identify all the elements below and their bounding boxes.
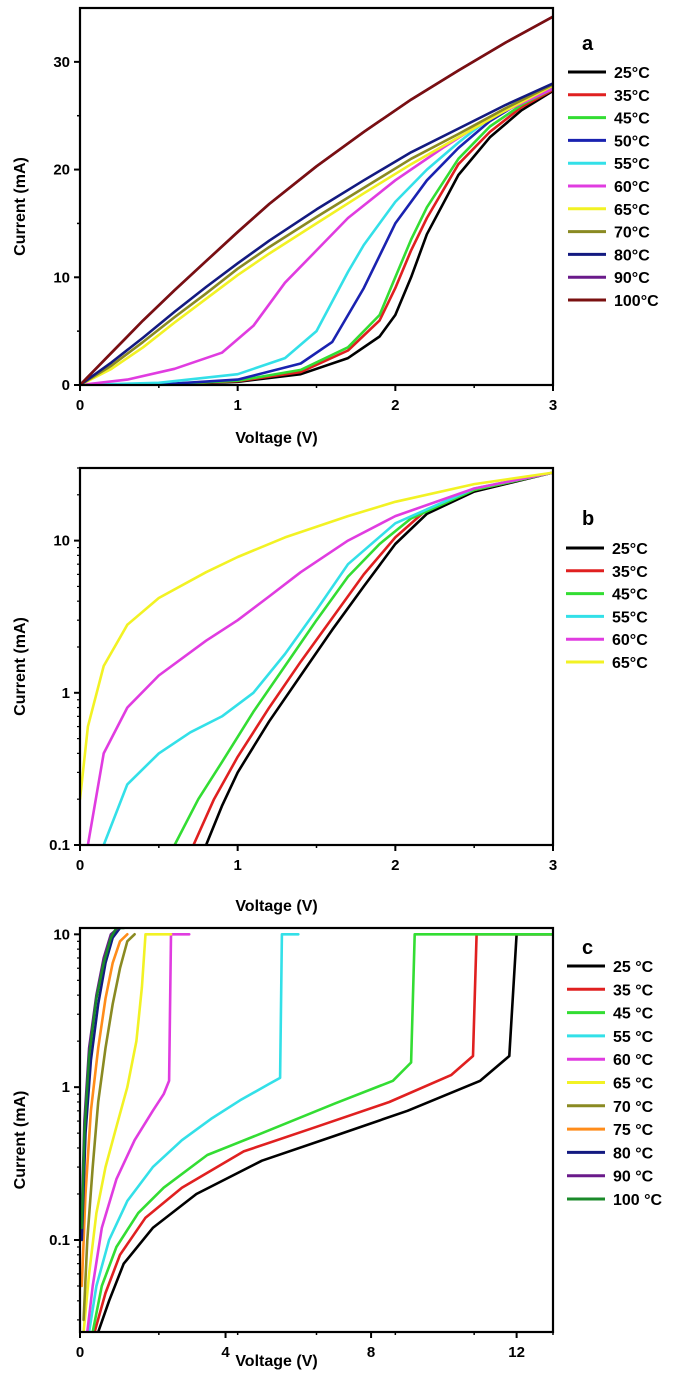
x-axis-label: Voltage (V) [235, 1353, 317, 1370]
series-line-65c [82, 933, 173, 1332]
legend-label: 80°C [614, 247, 650, 264]
legend-label: 25°C [614, 65, 650, 82]
legend-label: 35°C [612, 564, 648, 581]
series-line-100c [80, 928, 125, 1230]
legend-label: 55°C [612, 609, 648, 626]
panel-label: b [582, 508, 594, 530]
series-line-55c [102, 471, 553, 845]
plot-frame [78, 926, 555, 1334]
series-line-45c [173, 471, 553, 845]
series-line-70c [80, 83, 553, 385]
series-line-35c [93, 933, 553, 1332]
series-group [80, 928, 553, 1332]
series-line-75c [80, 933, 129, 1288]
series-line-80c [80, 82, 553, 385]
legend-label: 70°C [614, 225, 650, 242]
y-tick-label: 0.1 [49, 837, 70, 854]
panel-label: c [582, 937, 593, 959]
y-axis-label: Current (mA) [12, 1091, 29, 1190]
y-tick-label: 30 [53, 54, 70, 71]
y-tick-label: 20 [53, 162, 70, 179]
legend-label: 90°C [614, 270, 650, 287]
series-group [80, 15, 553, 385]
x-tick-label: 0 [76, 397, 84, 414]
y-axis-label: Current (mA) [12, 617, 29, 716]
x-tick-label: 3 [549, 397, 557, 414]
legend-label: 35 °C [613, 982, 654, 999]
x-tick-label: 0 [76, 1344, 84, 1361]
series-line-100c [80, 15, 553, 385]
legend-label: 60°C [612, 632, 648, 649]
legend-label: 80 °C [613, 1145, 654, 1162]
plot-frame [78, 466, 555, 847]
legend: 25°C 35°C 45°C 50°C 55°C 60°C 65°C 70°C 80°C 90°C… [568, 65, 659, 310]
chart-panel-b: 0 1 2 3 0.1 1 10 Voltage (V) Current (mA) b 25°C 35… [12, 466, 648, 915]
y-axis-label: Current (mA) [12, 157, 29, 256]
series-line-60c [86, 471, 553, 845]
legend-label: 55°C [614, 156, 650, 173]
panel-label: a [582, 33, 594, 55]
series-line-55c [87, 933, 300, 1332]
legend-label: 60°C [614, 179, 650, 196]
y-tick-label: 0.1 [49, 1232, 70, 1249]
legend-label: 35°C [614, 88, 650, 105]
y-tick-label: 0 [62, 377, 70, 394]
y-tick-label: 10 [53, 926, 70, 943]
series-line-50c [80, 86, 553, 385]
x-tick-label: 2 [391, 857, 399, 874]
legend-label: 70 °C [613, 1099, 654, 1116]
y-tick-label: 1 [62, 1079, 70, 1096]
series-group [80, 471, 553, 845]
series-line-45c [91, 933, 553, 1332]
legend-label: 65°C [612, 655, 648, 672]
x-tick-label: 3 [549, 857, 557, 874]
series-line-25c [204, 471, 553, 845]
legend-label: 25 °C [613, 959, 654, 976]
x-tick-label: 12 [508, 1344, 525, 1361]
legend-label: 55 °C [613, 1029, 654, 1046]
y-tick-label: 10 [53, 269, 70, 286]
series-line-65c [80, 471, 553, 801]
x-tick-label: 8 [367, 1344, 375, 1361]
legend-label: 100 °C [613, 1192, 663, 1209]
legend-label: 60 °C [613, 1052, 654, 1069]
y-tick-label: 1 [62, 685, 70, 702]
x-tick-label: 1 [233, 397, 241, 414]
legend-label: 50°C [614, 133, 650, 150]
x-tick-label: 1 [233, 857, 241, 874]
legend-label: 45°C [614, 111, 650, 128]
series-line-70c [82, 933, 136, 1322]
legend-label: 100°C [614, 293, 659, 310]
legend-label: 75 °C [613, 1122, 654, 1139]
x-axis-label: Voltage (V) [235, 898, 317, 915]
legend-label: 25°C [612, 541, 648, 558]
x-tick-label: 2 [391, 397, 399, 414]
legend-label: 45 °C [613, 1006, 654, 1023]
series-line-65c [80, 84, 553, 385]
series-line-60c [86, 933, 191, 1332]
legend-label: 65°C [614, 202, 650, 219]
y-tick-label: 10 [53, 533, 70, 550]
legend-label: 90 °C [613, 1169, 654, 1186]
series-line-25c [96, 933, 553, 1332]
x-axis-label: Voltage (V) [235, 430, 317, 447]
x-tick-label: 0 [76, 857, 84, 874]
legend: 25 °C 35 °C 45 °C 55 °C 60 °C 65 °C 70 °C 75 °C… [567, 959, 663, 1209]
legend: 25°C 35°C 45°C 55°C 60°C 65°C [566, 541, 648, 672]
legend-label: 45°C [612, 587, 648, 604]
legend-label: 65 °C [613, 1076, 654, 1093]
x-tick-label: 4 [221, 1344, 230, 1361]
